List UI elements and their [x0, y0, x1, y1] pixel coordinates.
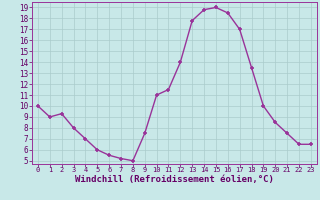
X-axis label: Windchill (Refroidissement éolien,°C): Windchill (Refroidissement éolien,°C)	[75, 175, 274, 184]
